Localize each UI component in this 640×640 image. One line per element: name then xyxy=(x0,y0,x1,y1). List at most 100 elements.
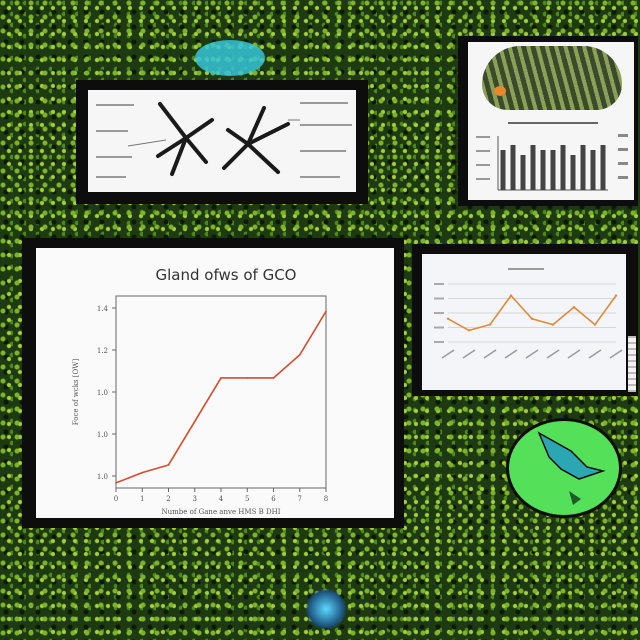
data-point xyxy=(298,354,301,356)
bar xyxy=(500,150,506,190)
left-label-4 xyxy=(96,176,126,178)
x-tick-label xyxy=(525,349,539,359)
y-tick-label: 1.2 xyxy=(97,347,108,355)
x-tick-label: 8 xyxy=(324,495,328,503)
x-tick-label: 4 xyxy=(219,495,224,503)
bar xyxy=(540,150,546,190)
pointer-line xyxy=(127,139,167,147)
legend-mark xyxy=(618,176,628,179)
main-chart-card: Gland ofws of GCO 1.4 1.2 1.0 1.0 1.0 0 1 2 3 4 5 6… xyxy=(36,248,394,518)
trend-point xyxy=(614,294,618,297)
left-label-2 xyxy=(96,130,128,132)
y-tick-label: 1.0 xyxy=(97,389,108,397)
trend-chart-title xyxy=(508,268,544,270)
trend-point xyxy=(488,323,492,326)
data-point xyxy=(220,377,222,379)
y-tick-mark xyxy=(434,326,444,329)
specimen-orange-spot xyxy=(494,86,506,96)
x-tick-label: 0 xyxy=(114,495,118,503)
trend-point xyxy=(551,323,555,326)
x-tick-label: 2 xyxy=(166,495,170,503)
y-tick-mark xyxy=(476,178,490,180)
data-point xyxy=(115,482,117,484)
line-chart: 1.4 1.2 1.0 1.0 1.0 0 1 2 3 4 5 6 7 8 Foce of wcks [OW… xyxy=(72,295,328,516)
bar xyxy=(530,145,536,190)
legend-mark xyxy=(618,148,628,151)
y-tick-mark xyxy=(434,283,444,285)
legend-mark xyxy=(618,162,628,165)
y-tick-mark xyxy=(434,341,444,343)
bar xyxy=(600,145,606,190)
y-tick-label: 1.4 xyxy=(97,305,109,313)
starfish-left-icon xyxy=(156,102,214,176)
cyan-blob xyxy=(195,40,265,76)
left-label-3 xyxy=(96,156,132,158)
bar xyxy=(570,155,576,190)
x-tick-label xyxy=(546,349,560,359)
data-point xyxy=(193,420,196,423)
y-axis-label: Foce of wcks [OW] xyxy=(72,359,80,426)
plot-frame xyxy=(115,295,327,489)
trend-point xyxy=(530,317,534,320)
trend-line-chart xyxy=(434,283,623,359)
x-tick-label: 6 xyxy=(271,495,276,503)
data-point xyxy=(325,310,327,313)
legend-mark xyxy=(618,134,628,137)
specimen-card xyxy=(468,42,634,200)
starfish-right-icon xyxy=(222,106,290,174)
right-label-3 xyxy=(300,150,346,152)
y-tick-mark xyxy=(476,136,490,138)
trend-chart-panel xyxy=(412,244,638,396)
right-label-2 xyxy=(300,124,352,126)
x-tick-label: 5 xyxy=(245,495,249,503)
x-tick-label xyxy=(483,349,497,359)
bar xyxy=(560,145,566,190)
right-label-4 xyxy=(300,176,340,178)
y-tick-mark xyxy=(476,150,490,152)
x-tick-label: 1 xyxy=(140,495,144,503)
data-point xyxy=(246,377,249,379)
y-tick-label: 1.0 xyxy=(97,431,108,439)
y-tick-mark xyxy=(476,164,490,166)
left-label-1 xyxy=(96,104,134,106)
map-shape-icon xyxy=(537,431,606,505)
trend-point xyxy=(572,306,576,309)
trend-point xyxy=(509,294,513,297)
chart-title: Gland ofws of GCO xyxy=(155,266,297,284)
bar-chart xyxy=(476,134,628,191)
y-tick-label: 1.0 xyxy=(97,473,108,481)
y-tick-mark xyxy=(434,297,444,300)
starfish-panel xyxy=(76,80,368,204)
trend-point xyxy=(467,329,471,332)
specimen-photo xyxy=(482,46,622,110)
right-label-1 xyxy=(300,102,348,104)
globe-badge xyxy=(506,418,622,518)
blue-glow xyxy=(305,588,347,630)
x-tick-label xyxy=(441,349,455,359)
trend-chart-card xyxy=(422,254,626,390)
bar xyxy=(520,155,526,190)
x-tick-label xyxy=(567,349,581,359)
x-tick-label xyxy=(609,349,623,359)
starfish-card xyxy=(88,90,356,192)
x-axis-label: Numbe of Gane anve HMS B DHI xyxy=(162,508,281,516)
x-tick-label xyxy=(504,349,518,359)
trend-point xyxy=(593,323,597,326)
bar xyxy=(510,145,516,190)
y-tick-mark xyxy=(434,312,444,314)
data-point xyxy=(141,471,144,474)
starfish-illustrations xyxy=(127,102,300,176)
side-ruler xyxy=(628,336,636,392)
data-point xyxy=(272,377,275,379)
x-tick-label xyxy=(588,349,602,359)
bar xyxy=(550,150,556,190)
x-tick-label xyxy=(462,349,476,359)
x-tick-label: 3 xyxy=(193,495,197,503)
trend-point xyxy=(446,317,450,320)
data-point xyxy=(167,464,170,466)
x-tick-label: 7 xyxy=(298,495,302,503)
bar xyxy=(580,145,586,190)
data-line xyxy=(115,310,327,484)
specimen-panel xyxy=(458,36,638,206)
bar-chart-caption xyxy=(508,122,598,124)
